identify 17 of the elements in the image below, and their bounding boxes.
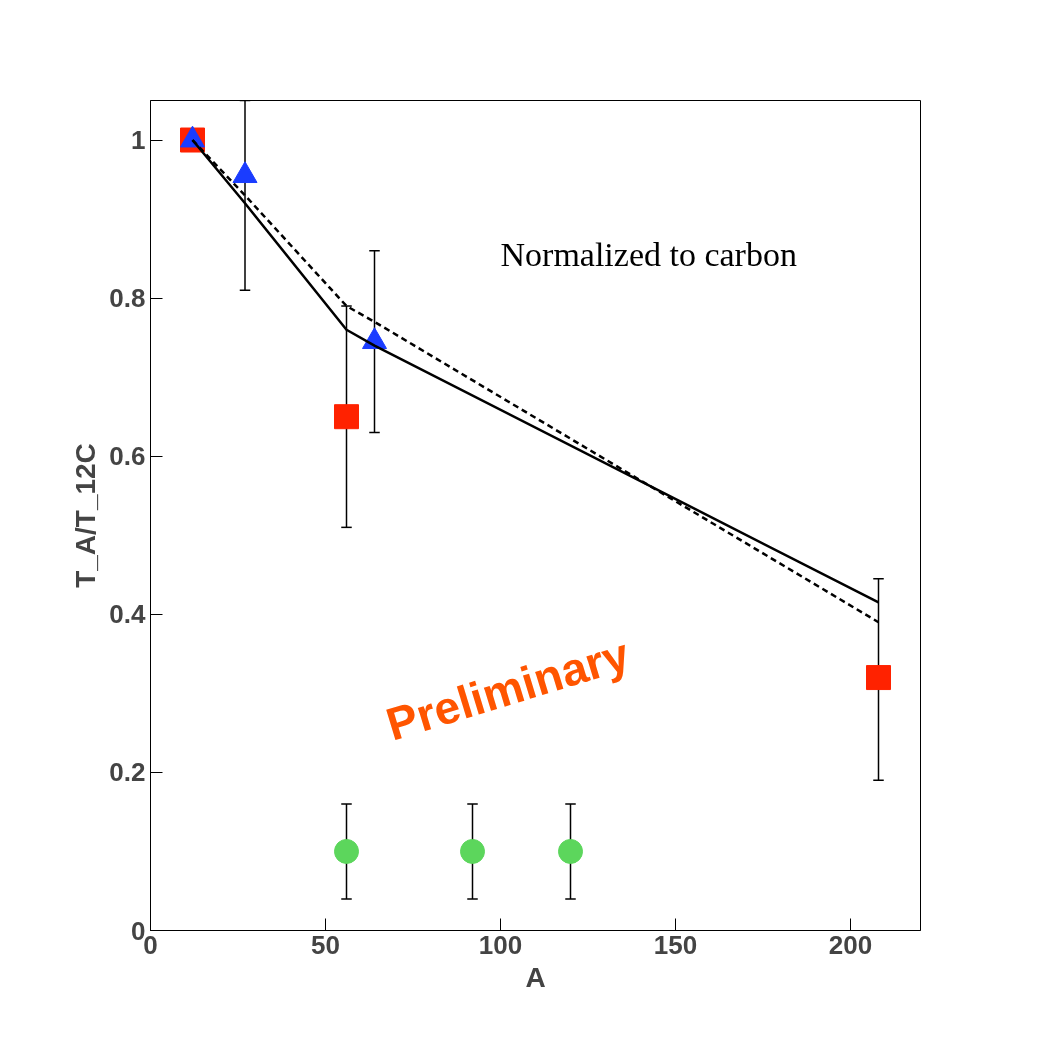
y-tick-label: 0.4 <box>109 599 147 630</box>
x-tick-label: 50 <box>311 929 340 960</box>
point <box>460 838 485 864</box>
point <box>232 161 258 184</box>
y-tick-label: 1 <box>131 125 146 156</box>
annotation: Normalized to carbon <box>500 235 797 273</box>
x-tick-label: 100 <box>478 929 523 960</box>
point <box>334 838 359 864</box>
point <box>866 665 891 691</box>
x-tick-label: 150 <box>653 929 698 960</box>
x-tick-label: 200 <box>828 929 873 960</box>
x-axis-title: A <box>525 961 546 993</box>
y-axis-title: T_A/T_12C <box>70 443 102 588</box>
point <box>558 838 583 864</box>
y-tick-label: 0.6 <box>109 441 146 472</box>
y-tick-label: 0.8 <box>109 283 146 314</box>
y-tick-label: 0.2 <box>109 757 146 788</box>
